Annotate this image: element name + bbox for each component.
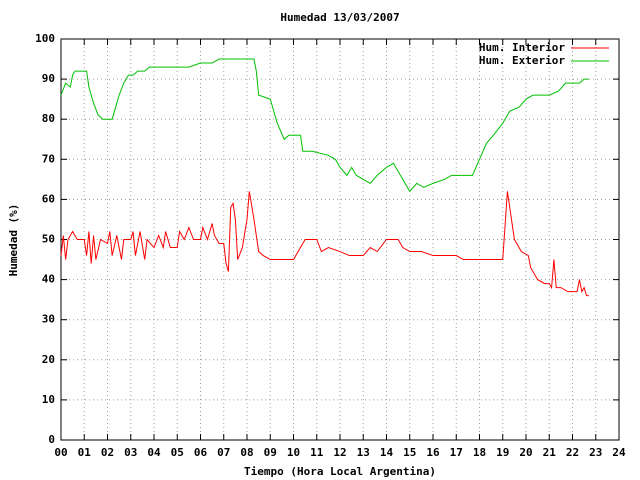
x-tick-label: 16 xyxy=(426,446,440,459)
x-tick-label: 17 xyxy=(450,446,463,459)
x-tick-label: 01 xyxy=(78,446,92,459)
x-tick-label: 21 xyxy=(543,446,557,459)
x-tick-label: 10 xyxy=(287,446,300,459)
x-tick-label: 22 xyxy=(566,446,579,459)
x-tick-label: 00 xyxy=(54,446,67,459)
y-tick-label: 20 xyxy=(42,353,55,366)
x-tick-label: 14 xyxy=(380,446,394,459)
x-tick-label: 06 xyxy=(194,446,208,459)
x-tick-label: 12 xyxy=(333,446,346,459)
series-line xyxy=(60,58,589,193)
x-tick-label: 08 xyxy=(240,446,253,459)
x-tick-label: 03 xyxy=(124,446,137,459)
x-tick-label: 13 xyxy=(357,446,370,459)
x-tick-label: 24 xyxy=(612,446,626,459)
y-tick-label: 60 xyxy=(42,192,55,205)
y-tick-label: 50 xyxy=(42,233,55,246)
y-axis-label: Humedad (%) xyxy=(7,204,20,277)
y-tick-label: 100 xyxy=(35,32,55,45)
x-tick-label: 02 xyxy=(101,446,114,459)
x-tick-label: 20 xyxy=(519,446,532,459)
legend-label: Hum. Interior xyxy=(479,41,565,54)
x-tick-label: 15 xyxy=(403,446,416,459)
x-axis-label: Tiempo (Hora Local Argentina) xyxy=(244,465,436,478)
x-tick-label: 11 xyxy=(310,446,324,459)
x-tick-label: 04 xyxy=(147,446,161,459)
x-tick-label: 09 xyxy=(264,446,277,459)
x-tick-label: 23 xyxy=(589,446,602,459)
plot-frame xyxy=(60,38,620,441)
legend-label: Hum. Exterior xyxy=(479,54,565,67)
x-tick-label: 19 xyxy=(496,446,509,459)
series-line xyxy=(60,191,589,297)
x-tick-label: 05 xyxy=(171,446,184,459)
chart-title: Humedad 13/03/2007 xyxy=(280,11,399,24)
x-tick-label: 18 xyxy=(473,446,486,459)
y-tick-label: 0 xyxy=(48,433,55,446)
x-tick-label: 07 xyxy=(217,446,230,459)
y-tick-label: 70 xyxy=(42,152,55,165)
y-tick-label: 30 xyxy=(42,313,55,326)
y-tick-label: 90 xyxy=(42,72,55,85)
y-tick-label: 80 xyxy=(42,112,55,125)
y-tick-label: 10 xyxy=(42,393,55,406)
y-tick-label: 40 xyxy=(42,273,55,286)
